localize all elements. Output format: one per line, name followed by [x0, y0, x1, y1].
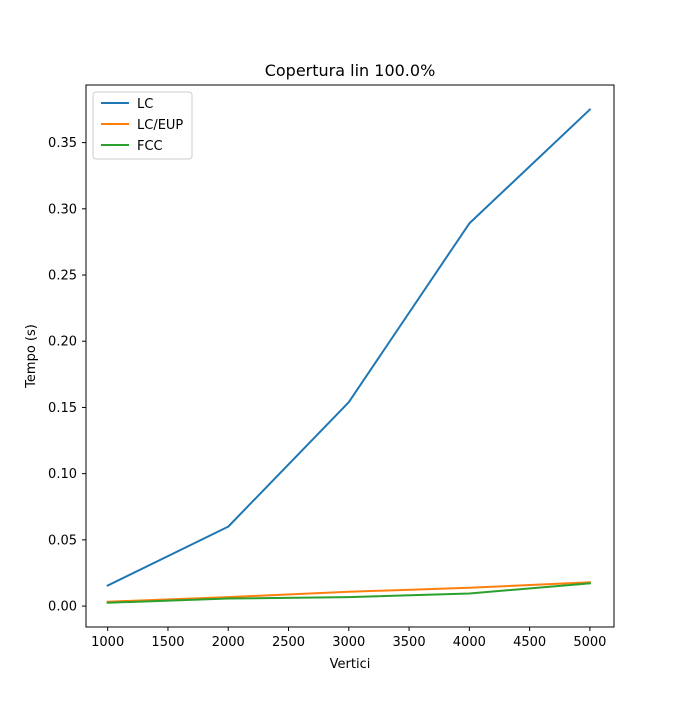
x-tick-label: 3000 — [332, 635, 365, 650]
legend-label: FCC — [137, 139, 163, 154]
x-axis: 1000 1500 2000 2500 3000 3500 4000 4500 5000 — [91, 627, 606, 650]
x-tick-label: 3500 — [393, 635, 426, 650]
y-tick-label: 0.25 — [48, 269, 77, 284]
y-tick-label: 0.30 — [48, 202, 77, 217]
legend-label: LC — [137, 97, 153, 112]
series-line-lc-eup — [106, 581, 591, 603]
x-tick-label: 5000 — [573, 635, 606, 650]
x-tick-label: 4500 — [513, 635, 546, 650]
x-tick-label: 4000 — [453, 635, 486, 650]
y-tick-label: 0.15 — [48, 401, 77, 416]
y-axis-label: Tempo (s) — [24, 324, 39, 389]
chart-title: Copertura lin 100.0% — [265, 61, 436, 80]
legend-box — [92, 91, 193, 160]
legend-label: LC/EUP — [137, 118, 183, 133]
x-axis-label: Vertici — [330, 657, 371, 672]
y-axis: 0.00 0.05 0.10 0.15 0.20 0.25 0.30 0.35 — [48, 136, 86, 615]
series-line-lc — [106, 108, 592, 587]
x-tick-label: 2000 — [212, 635, 245, 650]
series-layer — [106, 108, 592, 604]
y-tick-label: 0.10 — [48, 467, 77, 482]
x-tick-label: 1500 — [151, 635, 184, 650]
y-tick-label: 0.35 — [48, 136, 77, 151]
x-tick-label: 2500 — [272, 635, 305, 650]
y-tick-label: 0.20 — [48, 335, 77, 350]
legend: LC LC/EUP FCC — [92, 91, 193, 160]
series-line-fcc — [106, 582, 591, 604]
x-tick-label: 1000 — [91, 635, 124, 650]
y-tick-label: 0.05 — [48, 533, 77, 548]
plot-frame — [85, 84, 615, 628]
y-tick-label: 0.00 — [48, 600, 77, 615]
